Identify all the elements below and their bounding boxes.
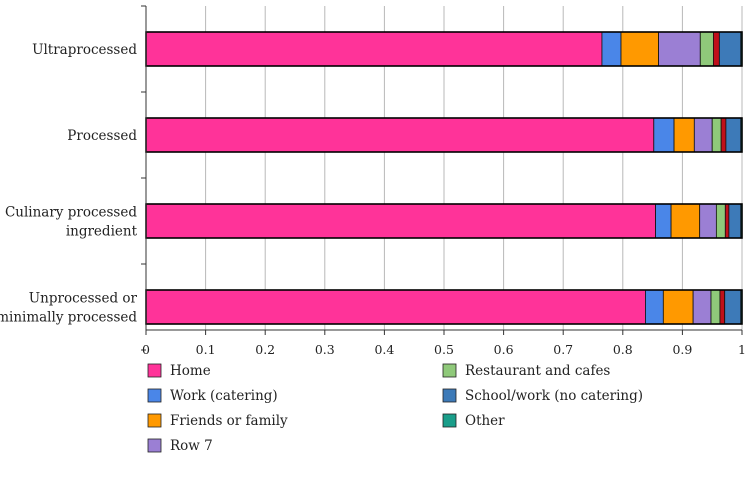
legend-swatch-row-7: [147, 438, 162, 453]
bar-segment-unnamed: [724, 203, 730, 239]
legend-label-work-catering: Work (catering): [170, 388, 278, 404]
category-label: Processed: [67, 128, 137, 144]
bar-segment-row-7: [693, 117, 713, 153]
x-tick-label: 0.6: [494, 342, 514, 357]
legend-label-restaurant-and-cafes: Restaurant and cafes: [465, 363, 610, 379]
bar-segment-home: [145, 117, 655, 153]
x-tick-label: 0.2: [255, 342, 275, 357]
bar-segment-restaurant-and-cafes: [710, 289, 721, 325]
bar-segment-friends-or-family: [673, 117, 695, 153]
x-tick-label: 0.9: [672, 342, 692, 357]
bar-segment-home: [145, 31, 603, 67]
bar-segment-school-work-no-catering: [725, 117, 742, 153]
x-tick-labels: 0 0.1 0.2 0.3 0.4 0.5 0.6 0.7 0.8 0.9 1: [142, 342, 746, 357]
bar-segment-unnamed: [719, 289, 726, 325]
category-label: Unprocessed or: [29, 291, 138, 307]
bar-segment-unnamed: [720, 117, 727, 153]
bar-segment-restaurant-and-cafes: [699, 31, 714, 67]
legend-label-friends-or-family: Friends or family: [170, 413, 288, 429]
bar-segment-school-work-no-catering: [728, 203, 742, 239]
category-label: ingredient: [66, 224, 138, 240]
legend-swatch-restaurant-and-cafes: [442, 363, 457, 378]
bar-segment-unnamed: [712, 31, 720, 67]
category-label: Culinary processed: [5, 205, 137, 221]
bar-segment-friends-or-family: [620, 31, 659, 67]
category-labels: Ultraprocessed Processed Culinary processe…: [0, 42, 138, 326]
x-tick-label: 0.4: [374, 342, 394, 357]
axes: [145, 6, 742, 331]
legend-swatch-other: [442, 413, 457, 428]
x-tick-label: 0.8: [613, 342, 633, 357]
bar-segment-school-work-no-catering: [718, 31, 742, 67]
legend-swatch-school-work-no-catering: [442, 388, 457, 403]
legend-label-row-7: Row 7: [170, 438, 213, 454]
bar-segment-work-catering: [601, 31, 622, 67]
bar-segment-row-7: [699, 203, 717, 239]
bar-segment-friends-or-family: [670, 203, 701, 239]
legend-swatch-work-catering: [147, 388, 162, 403]
bar-segment-friends-or-family: [662, 289, 694, 325]
x-tick-label: 0: [142, 342, 150, 357]
bar-segment-row-7: [658, 31, 701, 67]
bar-segment-restaurant-and-cafes: [711, 117, 722, 153]
bar-segment-restaurant-and-cafes: [715, 203, 726, 239]
legend-label-school-work-no-catering: School/work (no catering): [465, 388, 643, 404]
bar-segment-work-catering: [655, 203, 672, 239]
x-tick-label: 0.3: [315, 342, 335, 357]
legend: Home Work (catering) Friends or family Row …: [147, 363, 643, 454]
bar-segment-home: [145, 203, 656, 239]
legend-label-home: Home: [170, 363, 211, 379]
category-label: Ultraprocessed: [32, 42, 137, 58]
x-tick-label: 0.1: [196, 342, 216, 357]
bar-segment-work-catering: [653, 117, 675, 153]
x-tick-label: 1: [738, 342, 746, 357]
bar-segment-row-7: [692, 289, 712, 325]
bar-segment-work-catering: [645, 289, 664, 325]
bar-segment-home: [145, 289, 646, 325]
x-tick-label: 0.5: [434, 342, 454, 357]
bars: [145, 31, 743, 325]
bar-segment-school-work-no-catering: [724, 289, 742, 325]
x-tick-label: 0.7: [553, 342, 573, 357]
legend-swatch-friends-or-family: [147, 413, 162, 428]
category-label: minimally processed: [0, 310, 137, 326]
legend-label-other: Other: [465, 413, 505, 429]
legend-swatch-home: [147, 363, 162, 378]
